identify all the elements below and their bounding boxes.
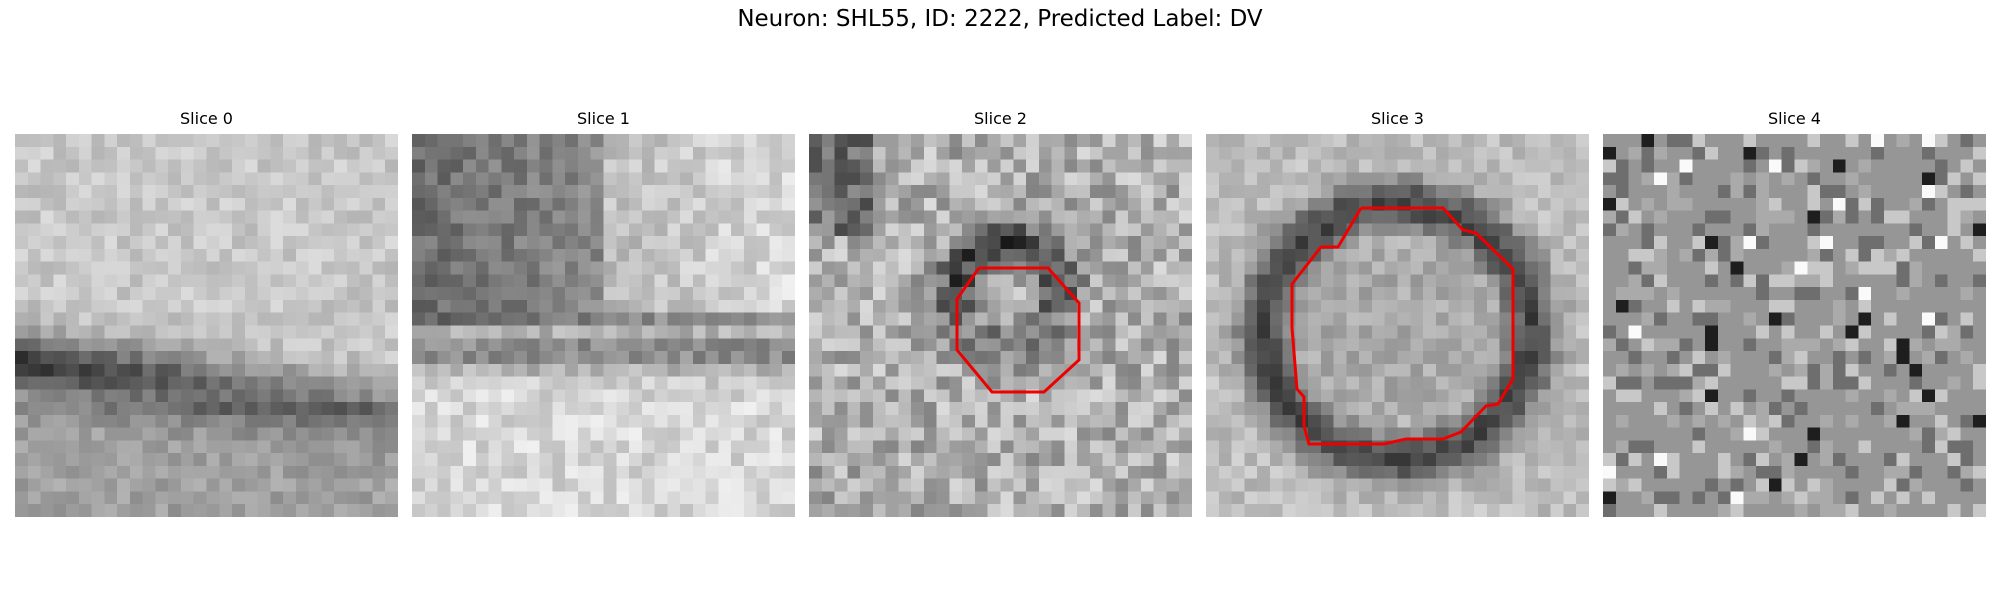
slice-panel-0: Slice 0 bbox=[15, 108, 398, 517]
slice-image bbox=[1603, 134, 1986, 517]
slice-panel-2: Slice 2 bbox=[809, 108, 1192, 517]
slice-title: Slice 1 bbox=[577, 109, 630, 128]
neuron-contour bbox=[1290, 206, 1515, 446]
slice-panel-3: Slice 3 bbox=[1206, 108, 1589, 517]
slice-title: Slice 2 bbox=[974, 109, 1027, 128]
slice-image bbox=[1206, 134, 1589, 517]
slice-image bbox=[809, 134, 1192, 517]
neuron-contour bbox=[955, 266, 1081, 394]
slice-panel-4: Slice 4 bbox=[1603, 108, 1986, 517]
figure-title: Neuron: SHL55, ID: 2222, Predicted Label… bbox=[737, 6, 1263, 32]
slice-panel-1: Slice 1 bbox=[412, 108, 795, 517]
slice-image bbox=[15, 134, 398, 517]
slice-title: Slice 0 bbox=[180, 109, 233, 128]
slice-image bbox=[412, 134, 795, 517]
slice-title: Slice 4 bbox=[1768, 109, 1821, 128]
slice-title: Slice 3 bbox=[1371, 109, 1424, 128]
